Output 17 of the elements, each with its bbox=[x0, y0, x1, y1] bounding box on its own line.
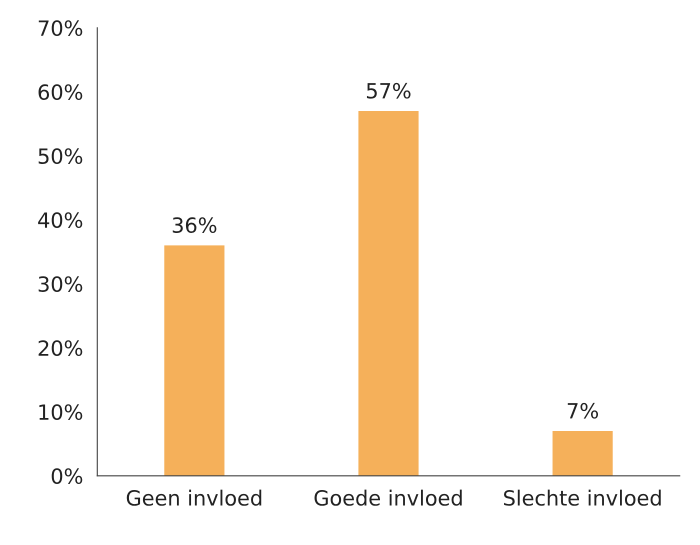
y-tick-label: 60% bbox=[38, 84, 82, 100]
y-tick-label: 40% bbox=[38, 212, 82, 228]
y-tick-label: 10% bbox=[39, 404, 82, 420]
data-label: 7% bbox=[568, 402, 598, 419]
y-tick-label: 70% bbox=[38, 20, 82, 36]
y-tick-label: 30% bbox=[38, 276, 82, 292]
y-tick-label: 0% bbox=[52, 468, 82, 484]
bar bbox=[164, 245, 224, 476]
y-tick-label: 50% bbox=[38, 148, 82, 164]
bar bbox=[552, 430, 613, 476]
x-tick-label: Geen invloed bbox=[126, 490, 262, 506]
x-tick-label: Slechte invloed bbox=[504, 490, 661, 506]
data-label: 57% bbox=[366, 82, 411, 99]
y-tick-label: 20% bbox=[38, 340, 82, 356]
x-tick-label: Goede invloed bbox=[314, 490, 462, 506]
bar bbox=[358, 110, 419, 476]
data-label: 36% bbox=[172, 217, 216, 234]
